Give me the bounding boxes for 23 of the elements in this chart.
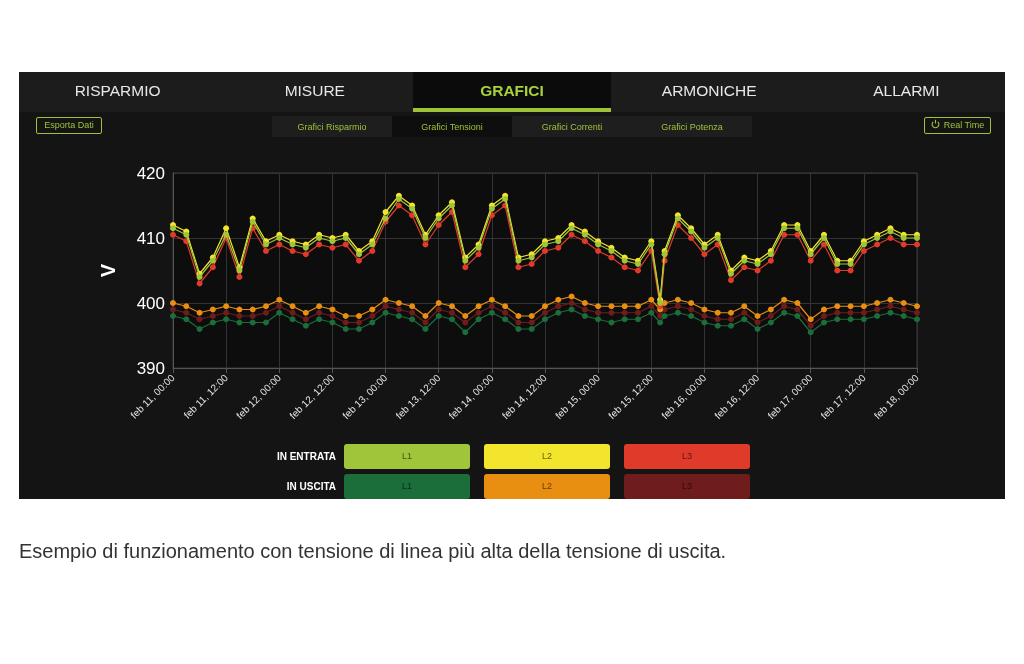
y-tick-label: 420 — [136, 163, 165, 183]
y-axis-title: V — [97, 263, 119, 278]
text: L1 — [344, 444, 470, 469]
real-time-button: Real Time — [924, 117, 991, 134]
export-button: Esporta Dati — [36, 117, 102, 134]
text: L2 — [484, 444, 610, 469]
text: Grafici Correnti — [540, 121, 604, 134]
text: L2 — [484, 474, 610, 499]
text: L3 — [624, 444, 750, 469]
text: MISURE — [283, 81, 346, 101]
text: Grafici Risparmio — [296, 121, 368, 134]
text: IN USCITA — [285, 480, 336, 494]
y-tick-label: 390 — [136, 358, 165, 378]
text: IN ENTRATA — [275, 450, 336, 464]
text: ARMONICHE — [660, 81, 758, 101]
y-tick-label: 400 — [136, 293, 165, 313]
text: L3 — [624, 474, 750, 499]
text: ALLARMI — [872, 81, 941, 101]
text: Esempio di funzionamento con tensione di linea più alta della tensione di uscita. — [19, 539, 728, 564]
text: RISPARMIO — [73, 81, 162, 101]
text: L1 — [344, 474, 470, 499]
y-tick-label: 410 — [136, 228, 165, 248]
text: Grafici Potenza — [660, 121, 724, 134]
